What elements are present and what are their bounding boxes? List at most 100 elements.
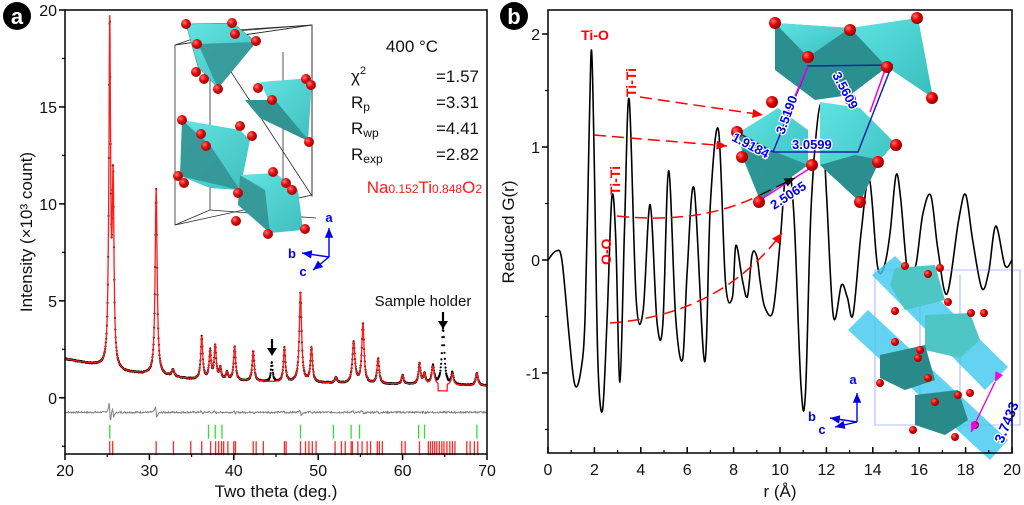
axis-c-label: c bbox=[818, 422, 825, 437]
observed-point bbox=[439, 366, 442, 369]
observed-point bbox=[271, 368, 274, 372]
observed-point bbox=[269, 372, 272, 375]
x-tick-label: 50 bbox=[309, 463, 327, 480]
observed-point bbox=[444, 366, 447, 369]
peak-label-ti-ti-2: Ti-Ti bbox=[607, 166, 623, 195]
oxygen-atoms-bottom bbox=[876, 262, 988, 441]
xrd-bragg-ticks bbox=[109, 424, 479, 456]
stat-value: =1.57 bbox=[436, 67, 479, 86]
xrd-y-axis-title: Intensity (×10³ count) bbox=[17, 152, 36, 312]
calculated-curve bbox=[65, 15, 487, 392]
stat-value: =2.82 bbox=[436, 145, 479, 164]
panel-a: a bbox=[3, 2, 496, 501]
x-tick-label: 18 bbox=[957, 462, 975, 479]
y-tick-label: 20 bbox=[39, 3, 57, 20]
stat-line: Rwp bbox=[351, 119, 379, 140]
x-tick-label: 8 bbox=[729, 462, 738, 479]
y-tick-label: 5 bbox=[48, 294, 57, 311]
observed-point bbox=[443, 357, 446, 360]
gr-y-axis-title: Reduced G(r) bbox=[499, 181, 518, 284]
y-tick-label: -1 bbox=[526, 366, 540, 383]
axes-indicator-b: a b c bbox=[808, 372, 862, 437]
layered-structure-inset: 3.7433 bbox=[848, 256, 1023, 460]
observed-point bbox=[444, 362, 447, 365]
stat-line: χ2 bbox=[351, 65, 366, 86]
axes-indicator-a: a b c bbox=[288, 210, 333, 279]
y-tick-label: 15 bbox=[39, 100, 57, 117]
gr-plot-area bbox=[548, 49, 1012, 413]
peak-assignment-arrows bbox=[593, 96, 796, 324]
panel-label-b: b bbox=[507, 4, 520, 29]
y-tick-label: 1 bbox=[531, 140, 540, 157]
peak-label-o-o: O-O bbox=[598, 238, 614, 265]
observed-point bbox=[270, 361, 273, 364]
panel-b: b 3.5190 bbox=[499, 2, 1023, 501]
observed-point bbox=[440, 358, 443, 361]
axis-b-label: b bbox=[808, 409, 816, 424]
stat-line: Rexp bbox=[351, 145, 383, 166]
axis-b-label: b bbox=[288, 246, 296, 261]
x-tick-label: 70 bbox=[478, 463, 496, 480]
x-tick-label: 30 bbox=[141, 463, 159, 480]
panel-label-a: a bbox=[11, 4, 24, 29]
bond-structure-inset: 3.5190 3.5609 1.9184 3.0599 2.5065 bbox=[728, 12, 938, 214]
stat-symbol: R bbox=[351, 119, 363, 138]
panel-b-badge: b bbox=[500, 2, 528, 30]
x-tick-label: 0 bbox=[544, 462, 553, 479]
x-tick-label: 16 bbox=[910, 462, 928, 479]
observed-point bbox=[269, 368, 272, 371]
xrd-axes: 20 30 40 50 60 70 0 5 10 15 20 bbox=[39, 3, 496, 480]
y-tick-label: 0 bbox=[48, 391, 57, 408]
stat-line: Rp bbox=[351, 93, 370, 114]
x-tick-label: 60 bbox=[394, 463, 412, 480]
observed-point bbox=[440, 352, 443, 355]
x-tick-label: 10 bbox=[771, 462, 789, 479]
x-tick-label: 20 bbox=[1003, 462, 1021, 479]
sample-holder-label: Sample holder bbox=[375, 293, 472, 310]
axis-c-label: c bbox=[299, 264, 306, 279]
observed-point bbox=[439, 369, 442, 372]
distance-label: 3.0599 bbox=[792, 137, 832, 152]
formula-label: Na0.152Ti0.848O2 bbox=[367, 178, 483, 197]
observed-point bbox=[441, 344, 444, 347]
x-tick-label: 20 bbox=[56, 463, 74, 480]
x-tick-label: 6 bbox=[683, 462, 692, 479]
peak-labels: Ti-O Ti-Ti Ti-Ti O-O bbox=[581, 27, 639, 265]
stat-symbol: R bbox=[351, 93, 363, 112]
observed-point bbox=[272, 373, 275, 376]
temperature-label: 400 °C bbox=[386, 37, 438, 56]
xrd-plot-area bbox=[65, 15, 487, 421]
crystal-structure-inset-a bbox=[173, 18, 317, 239]
x-tick-label: 4 bbox=[636, 462, 645, 479]
observed-point bbox=[271, 371, 275, 374]
x-tick-label: 2 bbox=[590, 462, 599, 479]
stat-symbol: χ bbox=[351, 67, 360, 86]
y-tick-label: 0 bbox=[531, 253, 540, 270]
observed-point bbox=[443, 344, 446, 347]
xrd-x-axis-title: Two theta (deg.) bbox=[215, 482, 338, 501]
observed-point bbox=[269, 374, 272, 377]
oxygen-atoms-top bbox=[731, 12, 938, 208]
distance-label: 3.7433 bbox=[991, 399, 1022, 445]
x-tick-label: 40 bbox=[225, 463, 243, 480]
gr-curve bbox=[548, 49, 1012, 413]
observed-point bbox=[444, 369, 447, 372]
observed-point bbox=[268, 375, 271, 379]
y-tick-label: 2 bbox=[531, 27, 540, 44]
stat-value: =3.31 bbox=[436, 93, 479, 112]
observed-point bbox=[442, 329, 445, 332]
oxygen-atoms bbox=[173, 18, 316, 239]
observed-point bbox=[440, 362, 443, 365]
sample-holder-arrow bbox=[438, 312, 448, 329]
observed-point bbox=[443, 351, 446, 354]
observed-point bbox=[442, 336, 445, 339]
x-tick-label: 14 bbox=[864, 462, 882, 479]
axis-a-label: a bbox=[849, 372, 857, 387]
refinement-statistics: χ2 =1.57 Rp =3.31 Rwp =4.41 Rexp =2.82 bbox=[351, 65, 479, 166]
stat-value: =4.41 bbox=[436, 119, 479, 138]
axis-a-label: a bbox=[325, 210, 333, 225]
gr-x-axis-title: r (Å) bbox=[763, 482, 796, 501]
observed-point bbox=[439, 371, 442, 375]
